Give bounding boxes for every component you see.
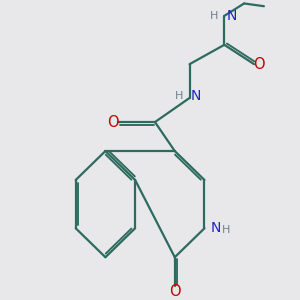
Text: O: O — [169, 284, 181, 298]
Text: H: H — [175, 91, 183, 101]
Text: N: N — [191, 89, 201, 103]
Text: O: O — [107, 115, 119, 130]
Text: H: H — [221, 226, 230, 236]
Text: N: N — [211, 221, 221, 235]
Text: H: H — [210, 11, 218, 21]
Text: O: O — [253, 57, 265, 72]
Text: N: N — [226, 9, 237, 23]
